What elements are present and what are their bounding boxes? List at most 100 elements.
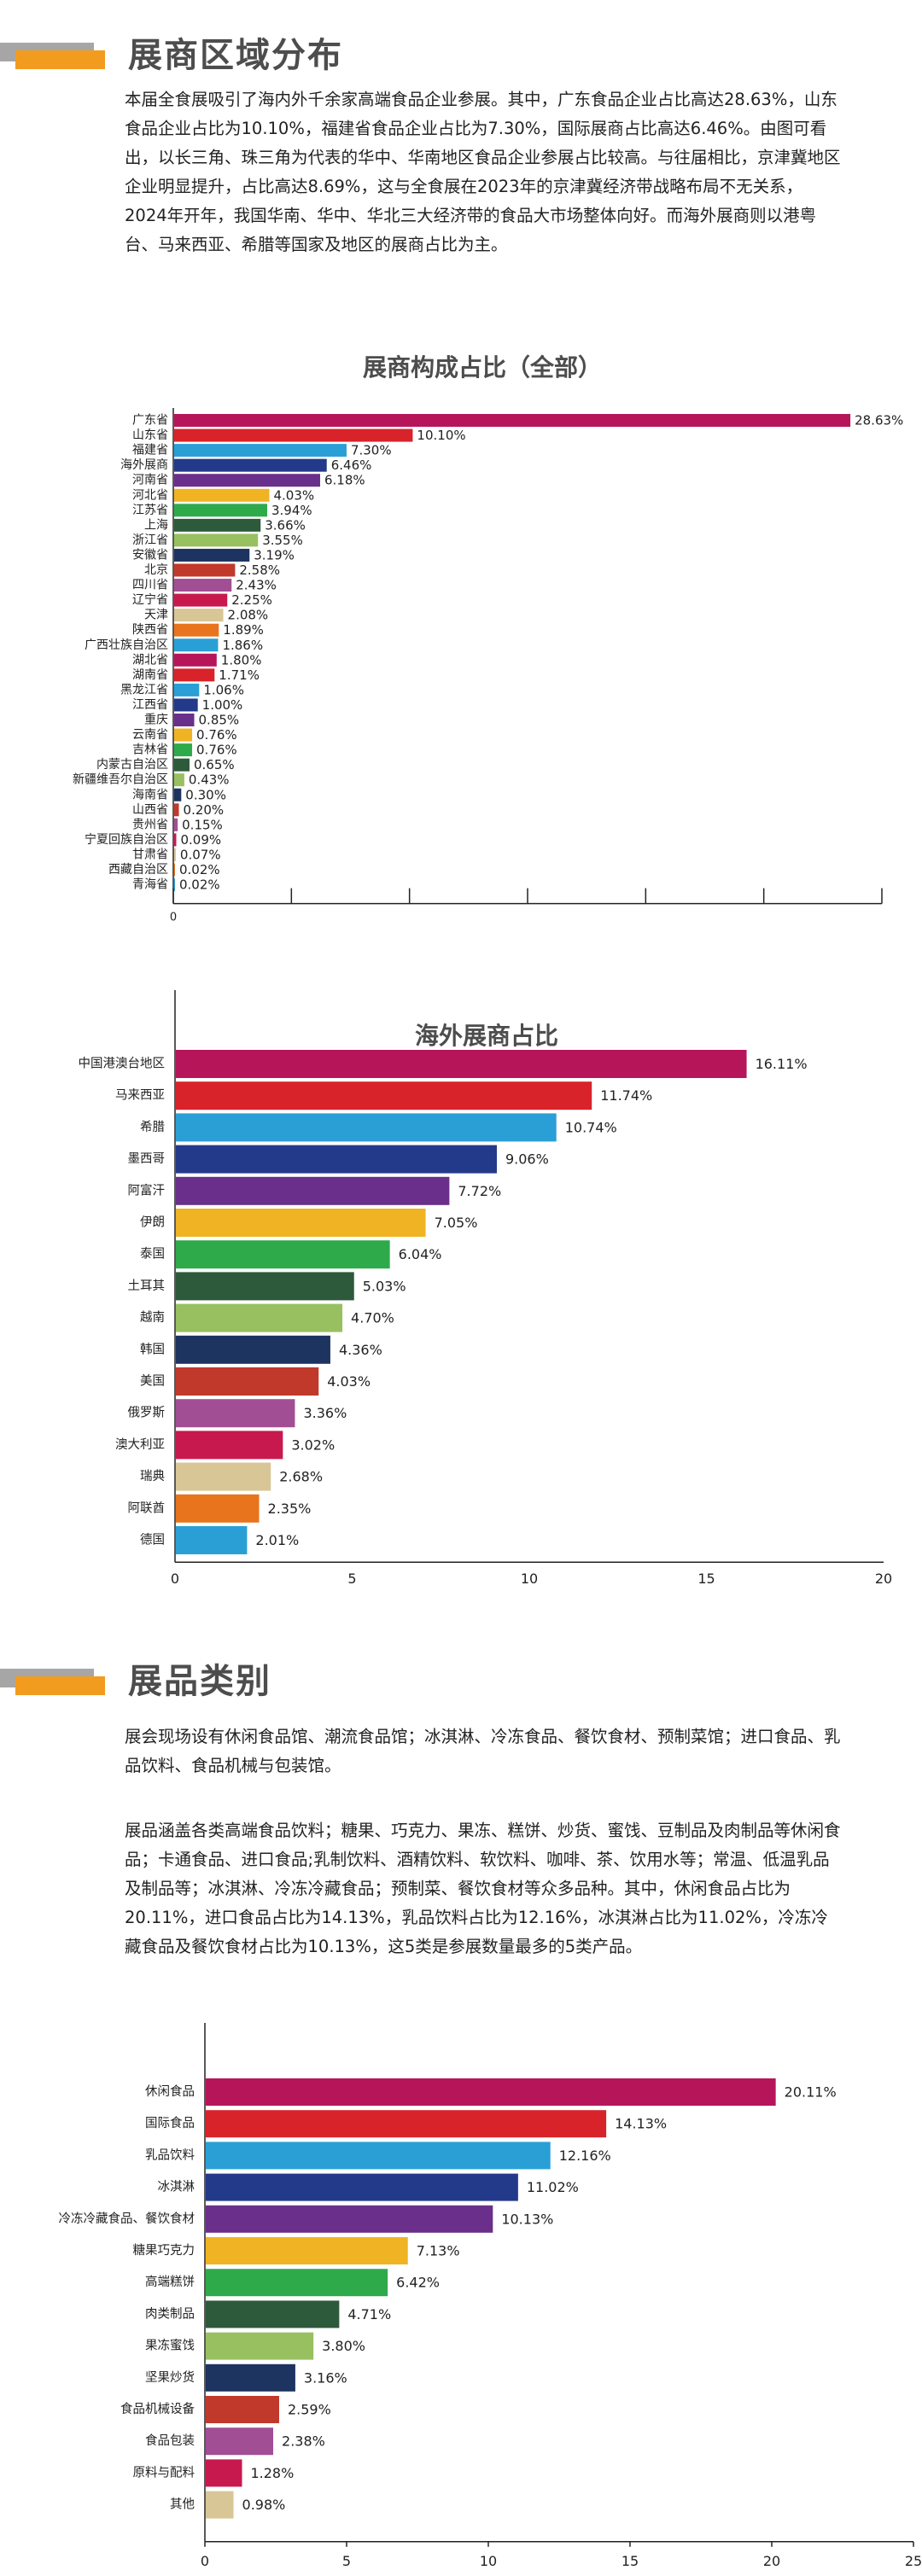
bar [206,2363,295,2392]
bar [206,2269,388,2297]
bar [174,488,270,502]
category-label: 内蒙古自治区 [96,758,168,772]
data-label: 0.98% [242,2497,286,2513]
data-label: 2.01% [255,1532,299,1548]
bar [174,773,184,787]
data-label: 0.30% [185,787,226,802]
bar [174,593,228,607]
venue-paragraph: 展会现场设有休闲食品馆、潮流食品馆；冰淇淋、冷冻食品、餐饮食材、预制菜馆；进口食… [125,1727,841,1775]
category-label: 青海省 [132,878,168,892]
data-label: 7.13% [417,2243,460,2259]
chart-title: 展商构成占比（全部） [363,353,602,382]
data-label: 4.71% [347,2306,391,2322]
category-label: 休闲食品 [145,2084,195,2099]
data-label: 3.94% [271,503,312,518]
x-tick-label: 20 [763,2553,780,2569]
data-label: 10.10% [417,428,465,443]
data-label: 11.02% [527,2179,579,2195]
data-label: 2.58% [239,562,280,578]
data-label: 2.25% [231,592,272,608]
section-header-products: 展品类别 [0,1652,922,1711]
bar [206,2142,551,2170]
section-header-exhibitors: 展商区域分布 [0,26,922,85]
category-label: 原料与配料 [133,2465,195,2480]
bar [174,609,224,622]
intro-paragraph: 本届全食展吸引了海内外千余家高端食品企业参展。其中，广东食品企业占比高达28.6… [125,90,841,254]
bar [176,1494,260,1523]
bar [174,803,179,817]
category-label: 土耳其 [128,1279,166,1293]
data-label: 7.05% [435,1215,478,1231]
data-label: 3.02% [291,1437,335,1453]
bar [174,533,259,547]
data-label: 5.03% [363,1278,406,1294]
category-label: 北京 [144,563,168,577]
section-decoration-accent [15,1676,105,1695]
category-label: 海外展商 [120,458,168,472]
bar [206,2205,493,2233]
bar [174,458,327,472]
category-label: 海南省 [132,788,168,801]
bar [176,1050,747,1078]
category-label: 山西省 [132,803,168,817]
bar [174,579,232,592]
category-label: 甘肃省 [132,848,168,861]
data-label: 3.16% [304,2369,347,2386]
bar [176,1367,319,1396]
bar [176,1462,271,1491]
bar [206,2110,607,2138]
bar [174,848,176,861]
data-label: 9.06% [505,1151,549,1168]
data-label: 7.72% [458,1183,501,1199]
category-label: 中国港澳台地区 [79,1057,166,1071]
section-decoration-accent [15,50,105,69]
data-label: 3.55% [262,533,303,548]
bar [176,1113,557,1142]
category-label: 国际食品 [145,2116,195,2130]
data-label: 3.66% [265,517,306,533]
bar [206,2491,234,2519]
data-label: 20.11% [785,2084,837,2101]
category-label: 辽宁省 [132,592,168,607]
category-label: 安徽省 [132,548,168,562]
data-label: 7.30% [351,443,392,458]
data-label: 3.80% [322,2338,365,2354]
data-label: 6.04% [399,1246,442,1262]
bar [174,623,219,637]
category-label: 泰国 [140,1247,165,1262]
x-tick-label: 5 [347,1571,356,1587]
bar [176,1526,248,1554]
data-label: 3.19% [254,547,295,562]
category-label: 果冻蜜饯 [145,2338,195,2353]
category-label: 美国 [140,1374,165,1389]
bar [176,1303,343,1332]
data-label: 1.86% [222,638,263,653]
data-label: 1.06% [203,682,244,697]
bar [174,878,175,892]
bar [176,1431,283,1460]
category-label: 重庆 [144,714,168,727]
x-tick-label: 5 [342,2553,351,2569]
x-tick-label: 0 [201,2553,209,2569]
data-label: 2.35% [268,1501,312,1517]
bar [174,428,413,442]
data-label: 10.74% [565,1119,617,1135]
category-label: 山东省 [132,428,168,442]
category-label: 糖果巧克力 [133,2243,195,2258]
category-label: 墨西哥 [128,1152,166,1166]
category-label: 天津 [144,609,168,622]
data-label: 0.85% [199,713,240,728]
category-label: 云南省 [132,728,168,742]
category-label: 伊朗 [140,1215,165,1230]
category-label: 食品机械设备 [120,2402,195,2416]
data-label: 6.42% [396,2275,440,2291]
data-label: 10.13% [501,2211,553,2227]
x-tick-label: 0 [171,1571,179,1587]
category-label: 吉林省 [132,743,168,757]
category-label: 冰淇淋 [158,2180,195,2194]
bar [174,743,193,757]
category-label: 宁夏回族自治区 [85,832,168,847]
data-label: 28.63% [855,413,903,428]
x-tick-label: 20 [875,1571,892,1587]
bar [174,818,178,831]
